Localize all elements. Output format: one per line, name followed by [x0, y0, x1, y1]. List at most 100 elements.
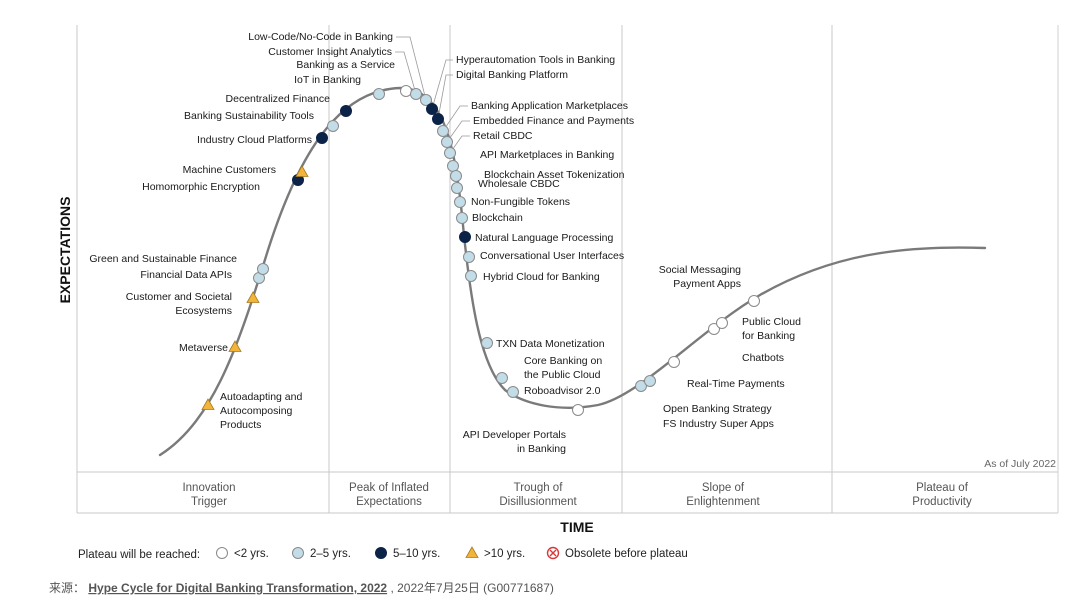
marker-customer-and-societal-ecosystems [246, 291, 260, 303]
label-low-code-no-code-in-banking: Low-Code/No-Code in Banking [248, 31, 393, 43]
label-blockchain-asset-tokenization: Blockchain Asset Tokenization [484, 169, 625, 181]
y-axis-title: EXPECTATIONS [57, 197, 73, 304]
phase-label: Trough of Disillusionment [499, 482, 577, 508]
label-autoadapting-and-autocomposing-products: Autoadapting and Autocomposing Products [220, 391, 302, 431]
marker-blockchain-asset-tokenization [450, 170, 462, 182]
label-leaders [395, 36, 470, 154]
label-real-time-payments: Real-Time Payments [687, 378, 785, 390]
leader-line [396, 36, 427, 101]
legend-label-obsolete: Obsolete before plateau [565, 548, 688, 560]
marker-non-fungible-tokens [454, 196, 466, 208]
legend-label-5to10: 5–10 yrs. [393, 548, 440, 560]
label-hybrid-cloud-for-banking: Hybrid Cloud for Banking [483, 271, 600, 283]
hype-curve-line [158, 86, 987, 457]
phase-label: Plateau of Productivity [912, 482, 972, 508]
label-fs-industry-super-apps: FS Industry Super Apps [663, 418, 774, 430]
label-embedded-finance-and-payments: Embedded Finance and Payments [473, 115, 634, 127]
marker-api-developer-portals-in-banking [572, 404, 584, 416]
label-core-banking-on-the-public-cloud: Core Banking on the Public Cloud [524, 355, 602, 381]
label-api-marketplaces-in-banking: API Marketplaces in Banking [480, 149, 614, 161]
marker-iot-in-banking [373, 88, 385, 100]
label-social-messaging-payment-apps: Social Messaging Payment Apps [659, 264, 741, 290]
marker-customer-insight-analytics [410, 88, 422, 100]
marker-wholesale-cbdc [451, 182, 463, 194]
source-prefix: 来源： [49, 581, 85, 595]
phase-label: Innovation Trigger [182, 482, 235, 508]
label-green-and-sustainable-finance: Green and Sustainable Finance [89, 253, 237, 265]
legend-marker-gt10 [465, 546, 479, 558]
marker-public-cloud-for-banking [716, 317, 728, 329]
label-retail-cbdc: Retail CBDC [473, 130, 533, 142]
as-of-date: As of July 2022 [984, 458, 1056, 470]
legend-marker-obsolete [546, 546, 560, 560]
label-api-developer-portals-in-banking: API Developer Portals in Banking [463, 429, 566, 455]
marker-digital-banking-platform [432, 113, 444, 125]
marker-chatbots [708, 323, 720, 335]
hype-curve [158, 86, 987, 457]
label-wholesale-cbdc: Wholesale CBDC [478, 178, 560, 190]
label-metaverse: Metaverse [179, 342, 228, 354]
chart-frame [76, 25, 1059, 514]
label-conversational-user-interfaces: Conversational User Interfaces [480, 250, 624, 262]
label-financial-data-apis: Financial Data APIs [140, 269, 232, 281]
technology-labels: Autoadapting and Autocomposing Products Met… [89, 31, 801, 455]
label-banking-sustainability-tools: Banking Sustainability Tools [184, 110, 314, 122]
label-roboadvisor-2-0: Roboadvisor 2.0 [524, 385, 601, 397]
label-customer-insight-analytics: Customer Insight Analytics [268, 46, 392, 58]
legend-title: Plateau will be reached: [78, 549, 200, 561]
label-machine-customers: Machine Customers [183, 164, 276, 176]
leader-line [449, 135, 470, 154]
leader-line [437, 74, 453, 120]
legend-label-lt2: <2 yrs. [234, 548, 269, 560]
marker-green-and-sustainable-finance [257, 263, 269, 275]
label-chatbots: Chatbots [742, 352, 784, 364]
svg-text:来源： Hype Cycle for Digit: 来源： Hype Cycle for Digital Banking Trans… [49, 581, 554, 595]
label-iot-in-banking: IoT in Banking [294, 74, 361, 86]
marker-blockchain [456, 212, 468, 224]
source-link[interactable]: Hype Cycle for Digital Banking Transform… [88, 581, 387, 595]
phase-labels: Innovation Trigger Peak of Inflated Expecta… [182, 482, 972, 508]
label-hyperautomation-tools-in-banking: Hyperautomation Tools in Banking [456, 54, 615, 66]
label-non-fungible-tokens: Non-Fungible Tokens [471, 196, 570, 208]
label-blockchain: Blockchain [472, 212, 523, 224]
label-public-cloud-for-banking: Public Cloud for Banking [742, 316, 801, 342]
marker-txn-data-monetization [481, 337, 493, 349]
label-digital-banking-platform: Digital Banking Platform [456, 69, 568, 81]
marker-api-marketplaces-in-banking [447, 160, 459, 172]
marker-roboadvisor-2-0 [507, 386, 519, 398]
marker-retail-cbdc [444, 147, 456, 159]
phase-label: Slope of Enlightenment [686, 482, 760, 508]
source-note: 来源： Hype Cycle for Digital Banking Trans… [49, 581, 554, 595]
marker-natural-language-processing [459, 231, 471, 243]
label-txn-data-monetization: TXN Data Monetization [496, 338, 605, 350]
marker-banking-sustainability-tools [327, 120, 339, 132]
marker-machine-customers [295, 165, 309, 177]
marker-embedded-finance-and-payments [441, 136, 453, 148]
label-customer-and-societal-ecosystems: Customer and Societal Ecosystems [126, 291, 232, 317]
marker-industry-cloud-platforms [316, 132, 328, 144]
marker-low-code-no-code-in-banking [420, 94, 432, 106]
x-axis-title: TIME [560, 519, 593, 535]
marker-conversational-user-interfaces [463, 251, 475, 263]
label-industry-cloud-platforms: Industry Cloud Platforms [197, 134, 312, 146]
marker-open-banking-strategy [644, 375, 656, 387]
source-suffix: , 2022年7月25日 (G00771687) [390, 581, 553, 595]
legend-marker-2to5 [292, 547, 304, 559]
technology-markers [201, 85, 760, 416]
label-decentralized-finance: Decentralized Finance [226, 93, 331, 105]
leader-line [442, 105, 468, 132]
marker-hyperautomation-tools-in-banking [426, 103, 438, 115]
label-natural-language-processing: Natural Language Processing [475, 232, 614, 244]
label-banking-application-marketplaces: Banking Application Marketplaces [471, 100, 628, 112]
legend-marker-lt2 [216, 547, 228, 559]
marker-banking-application-marketplaces [437, 125, 449, 137]
label-homomorphic-encryption: Homomorphic Encryption [142, 181, 260, 193]
leader-line [431, 59, 453, 110]
marker-real-time-payments [668, 356, 680, 368]
marker-hybrid-cloud-for-banking [465, 270, 477, 282]
marker-autoadapting-and-autocomposing-products [201, 398, 215, 410]
legend: Plateau will be reached: <2 yrs. 2–5 yrs.… [78, 546, 688, 561]
marker-metaverse [228, 340, 242, 352]
legend-marker-5to10 [375, 547, 387, 559]
